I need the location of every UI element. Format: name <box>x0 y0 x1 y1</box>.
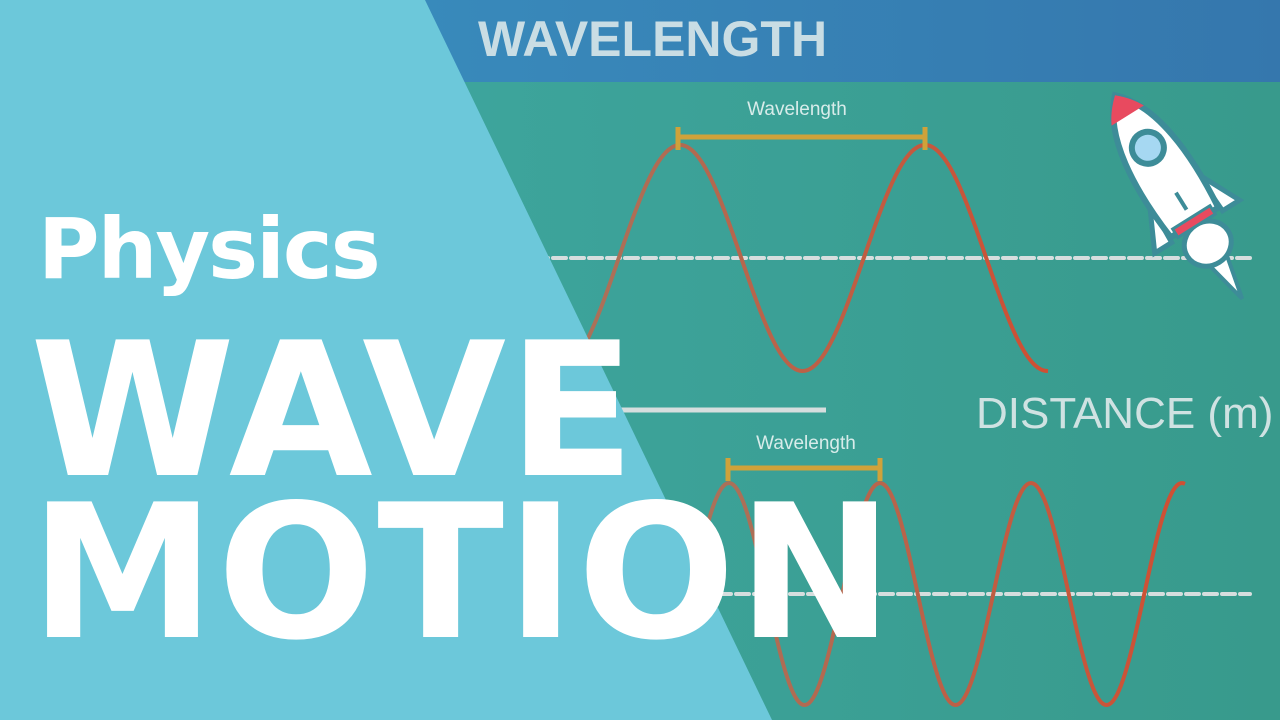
title-line-2: MOTION <box>30 464 896 681</box>
top-wavelength-label: Wavelength <box>747 99 847 120</box>
subject-label: Physics <box>38 200 381 298</box>
top-wave <box>576 142 1049 374</box>
bottom-wave <box>703 480 1186 708</box>
top-wavelength-bar <box>675 127 928 150</box>
header-title: WAVELENGTH <box>478 11 827 67</box>
distance-axis-label: DISTANCE (m) <box>976 389 1273 438</box>
bottom-wavelength-bar <box>725 458 883 481</box>
title-line-1: WAVE <box>30 302 638 519</box>
left-title-panel <box>0 0 772 720</box>
rocket-icon <box>1110 91 1245 301</box>
bottom-wavelength-label: Wavelength <box>756 433 856 454</box>
